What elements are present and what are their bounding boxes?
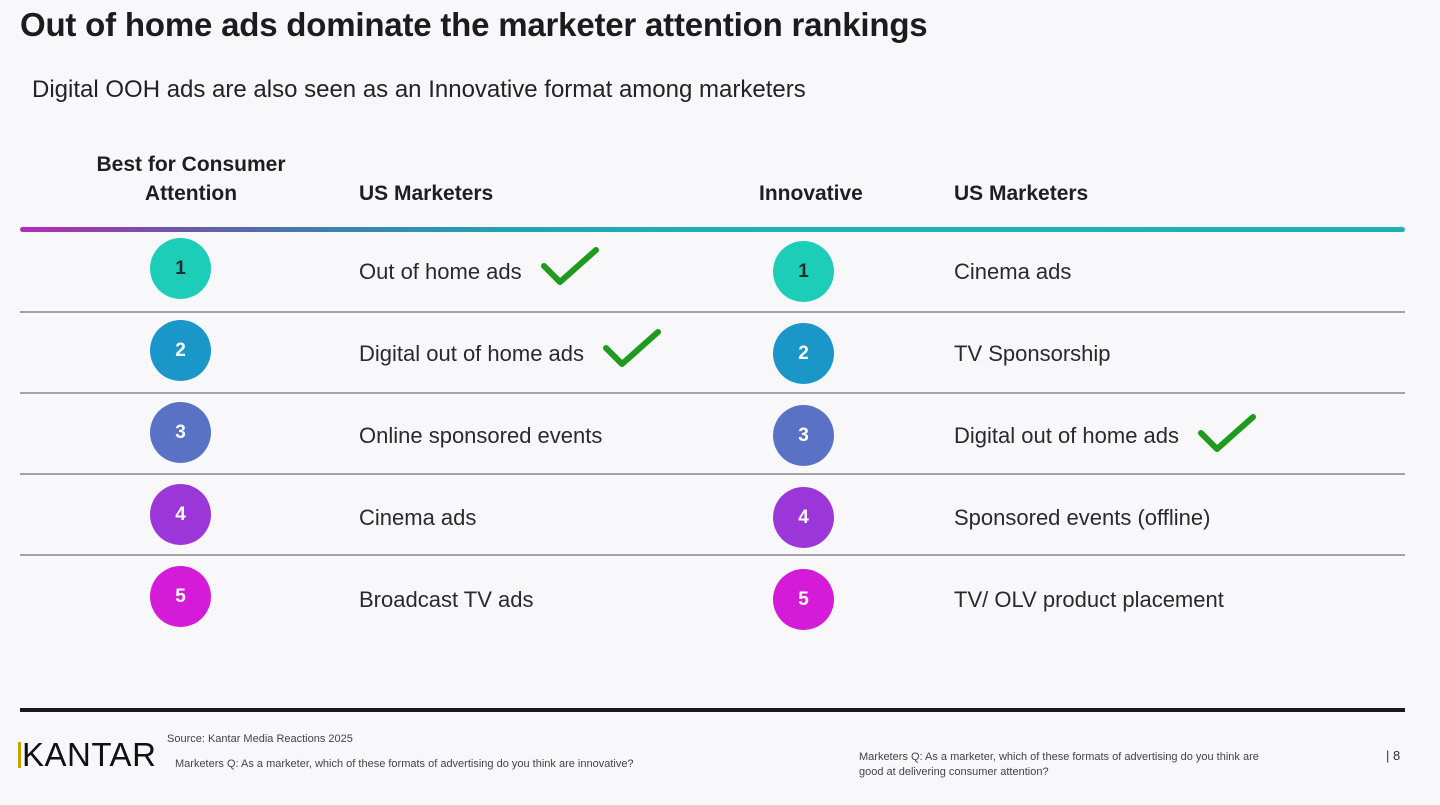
ranking-item-label: TV Sponsorship — [954, 341, 1111, 366]
rank-number: 5 — [798, 588, 809, 610]
rank-badge: 1 — [150, 238, 211, 299]
right-rank-header: Innovative — [759, 182, 863, 205]
kantar-logo: KANTAR — [18, 736, 156, 774]
slide-subtitle: Digital OOH ads are also seen as an Inno… — [32, 76, 806, 103]
rank-number: 5 — [175, 585, 186, 607]
rank-number: 3 — [175, 421, 186, 443]
ranking-item-label: Digital out of home ads — [359, 341, 585, 366]
ranking-item-label: Digital out of home ads — [954, 423, 1180, 448]
header-gradient-divider — [20, 227, 1405, 232]
ranking-item-label: Broadcast TV ads — [359, 587, 534, 612]
rank-number: 2 — [798, 342, 809, 364]
rank-badge: 2 — [150, 320, 211, 381]
rank-badge: 5 — [773, 569, 834, 630]
checkmark-icon — [1198, 414, 1256, 452]
rank-badge: 4 — [773, 487, 834, 548]
ranking-item-label: Cinema ads — [954, 259, 1072, 284]
rank-number: 1 — [175, 257, 186, 279]
rank-number: 4 — [175, 503, 186, 525]
row-divider — [20, 392, 1405, 394]
page-number: | 8 — [1386, 748, 1401, 763]
rank-number: 1 — [798, 260, 809, 282]
rank-number: 4 — [798, 506, 809, 528]
question-innovative: Marketers Q: As a marketer, which of the… — [175, 758, 634, 770]
slide-title: Out of home ads dominate the marketer at… — [20, 6, 928, 43]
left-group-header: US Marketers — [359, 182, 494, 205]
rank-badge: 3 — [773, 405, 834, 466]
row-divider — [20, 473, 1405, 475]
logo-text: KANTAR — [22, 736, 157, 773]
logo-accent-bar — [18, 742, 21, 768]
rank-badge: 3 — [150, 402, 211, 463]
rank-number: 3 — [798, 424, 809, 446]
source-note: Source: Kantar Media Reactions 2025 — [167, 733, 353, 745]
checkmark-icon — [541, 247, 599, 285]
checkmark-icon — [603, 329, 661, 367]
right-group-header: US Marketers — [954, 182, 1089, 205]
ranking-item-label: Online sponsored events — [359, 423, 603, 448]
ranking-item-label: Out of home ads — [359, 259, 522, 284]
rank-badge: 1 — [773, 241, 834, 302]
question-attention: Marketers Q: As a marketer, which of the… — [859, 751, 1259, 778]
row-divider — [20, 554, 1405, 556]
rank-badge: 2 — [773, 323, 834, 384]
footer-divider — [20, 708, 1405, 712]
row-divider — [20, 311, 1405, 313]
ranking-item-label: TV/ OLV product placement — [954, 587, 1224, 612]
ranking-item-label: Cinema ads — [359, 505, 477, 530]
rank-badge: 5 — [150, 566, 211, 627]
rank-number: 2 — [175, 339, 186, 361]
rank-badge: 4 — [150, 484, 211, 545]
left-rank-header: Best for Consumer Attention — [96, 153, 286, 205]
ranking-item-label: Sponsored events (offline) — [954, 505, 1211, 530]
